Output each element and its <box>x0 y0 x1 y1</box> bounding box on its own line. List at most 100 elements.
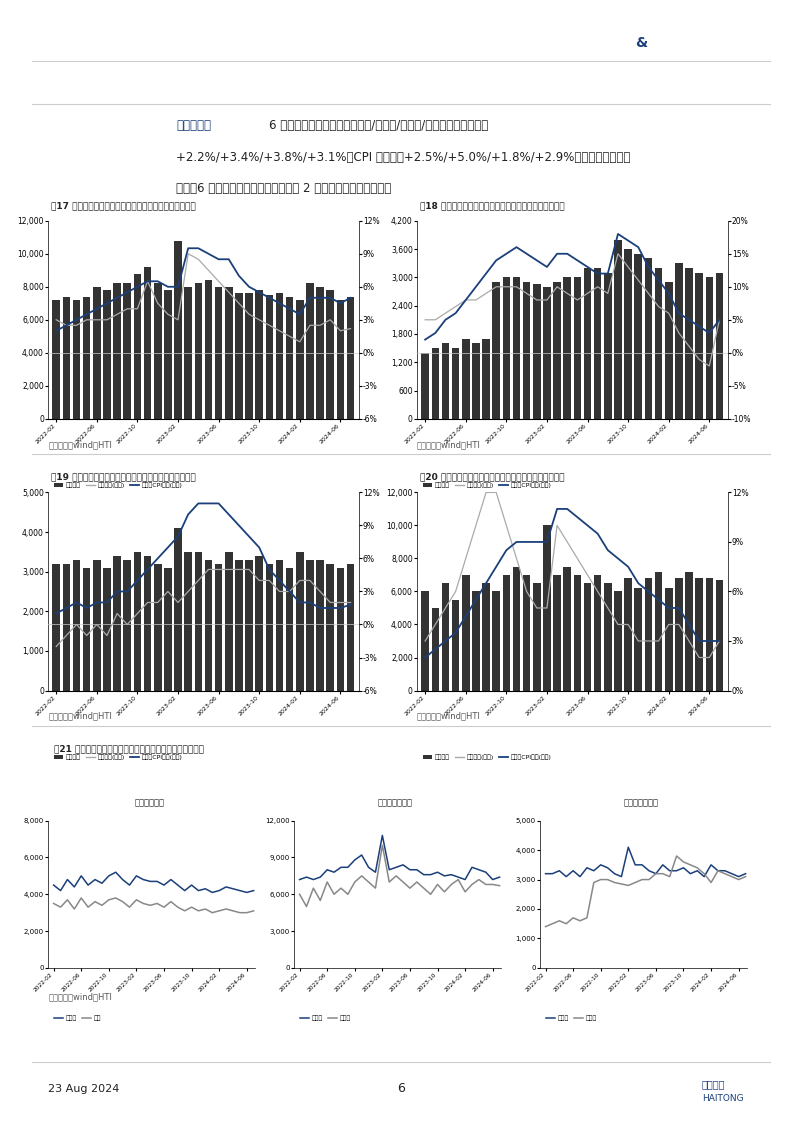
Bar <box>326 290 334 419</box>
Bar <box>286 297 294 419</box>
Bar <box>296 300 304 419</box>
Bar <box>316 286 324 419</box>
Bar <box>695 578 703 691</box>
Bar <box>73 300 80 419</box>
Text: 肉制品及预制菜: 肉制品及预制菜 <box>378 798 413 807</box>
Bar <box>255 556 263 691</box>
Bar <box>645 258 652 419</box>
Text: 软饮料和酒类: 软饮料和酒类 <box>134 798 164 807</box>
Bar <box>326 564 334 691</box>
Bar <box>442 343 449 419</box>
Legend: 平均支出, 支出同比(右轴), 乳制品CPI同比(右轴): 平均支出, 支出同比(右轴), 乳制品CPI同比(右轴) <box>420 480 554 491</box>
Bar <box>52 564 60 691</box>
Legend: 平均支出, 支出同比(右轴), 肉制品CPI同比(右轴): 平均支出, 支出同比(右轴), 肉制品CPI同比(右轴) <box>51 480 185 491</box>
Bar <box>154 283 161 419</box>
Bar <box>265 564 273 691</box>
Bar <box>553 575 561 691</box>
Bar <box>174 529 182 691</box>
Legend: 肉制品, 预制菜: 肉制品, 预制菜 <box>298 1013 354 1023</box>
Bar <box>492 282 500 419</box>
Bar <box>462 575 469 691</box>
Bar <box>584 268 591 419</box>
Bar <box>337 300 344 419</box>
Bar <box>695 273 703 419</box>
Text: 资料来源：wind，HTI: 资料来源：wind，HTI <box>417 440 481 449</box>
Legend: 软饮料, 酒类: 软饮料, 酒类 <box>51 1013 103 1023</box>
Bar <box>624 578 632 691</box>
Bar <box>154 564 161 691</box>
Bar <box>63 564 71 691</box>
Text: 调味品及乳制品: 调味品及乳制品 <box>624 798 658 807</box>
Bar <box>134 552 141 691</box>
Bar <box>164 568 172 691</box>
Bar <box>512 567 520 691</box>
Text: 资料来源：wind，HTI: 资料来源：wind，HTI <box>417 712 481 721</box>
Bar <box>235 560 243 691</box>
Bar <box>103 568 111 691</box>
Legend: 平均支出, 支出同比(右轴), 预制菜CPI同比(右轴): 平均支出, 支出同比(右轴), 预制菜CPI同比(右轴) <box>420 752 554 763</box>
Bar <box>614 240 622 419</box>
Bar <box>306 560 314 691</box>
Bar <box>564 277 571 419</box>
Text: 图17 两人及以上家庭月度肉制品平均支出（日元）及增速: 图17 两人及以上家庭月度肉制品平均支出（日元）及增速 <box>51 201 196 209</box>
Bar <box>346 297 354 419</box>
Bar <box>604 583 612 691</box>
Text: 图19 两人及以上家庭月度调味品平均支出（日元）及增速: 图19 两人及以上家庭月度调味品平均支出（日元）及增速 <box>51 473 196 481</box>
Bar <box>235 293 243 419</box>
Legend: 调味品, 乳制品: 调味品, 乳制品 <box>543 1013 599 1023</box>
Bar <box>685 572 693 691</box>
Text: 6 月日本两人及以上家庭肉制品/乳制品/调味品/预制菜平均支出同比: 6 月日本两人及以上家庭肉制品/乳制品/调味品/预制菜平均支出同比 <box>269 119 488 131</box>
Bar <box>174 241 182 419</box>
Text: 图18 两人及以上家庭月度乳制品平均支出（日元）及增速: 图18 两人及以上家庭月度乳制品平均支出（日元）及增速 <box>420 201 565 209</box>
Bar <box>316 560 324 691</box>
Bar <box>604 273 612 419</box>
Bar <box>614 591 622 691</box>
Bar <box>164 290 172 419</box>
Bar <box>83 568 91 691</box>
Bar <box>503 277 510 419</box>
Bar <box>225 552 233 691</box>
Bar <box>645 578 652 691</box>
Bar <box>503 575 510 691</box>
Bar <box>255 290 263 419</box>
Bar <box>553 282 561 419</box>
Bar <box>195 283 202 419</box>
Text: 资料来源：wind，HTI: 资料来源：wind，HTI <box>48 712 112 721</box>
Bar <box>245 560 253 691</box>
Bar <box>205 560 213 691</box>
Legend: 平均支出, 支出同比(右轴), 调味品CPI同比(右轴): 平均支出, 支出同比(右轴), 调味品CPI同比(右轴) <box>51 752 185 763</box>
Text: 包装食品：: 包装食品： <box>176 119 212 131</box>
Bar <box>265 295 273 419</box>
Bar <box>431 608 439 691</box>
Bar <box>421 591 429 691</box>
Bar <box>113 556 121 691</box>
Bar <box>276 293 283 419</box>
Bar <box>523 282 530 419</box>
Bar <box>706 578 713 691</box>
Bar <box>296 552 304 691</box>
Text: 图21 两人及以上家庭食品饮料各分项月度开支（日元）对比: 图21 两人及以上家庭食品饮料各分项月度开支（日元）对比 <box>54 745 204 753</box>
Bar <box>184 286 192 419</box>
Bar <box>215 564 222 691</box>
Bar <box>634 589 642 691</box>
Bar <box>124 560 131 691</box>
Bar <box>482 583 490 691</box>
Bar <box>715 273 723 419</box>
Text: 6: 6 <box>397 1082 405 1096</box>
Bar <box>573 277 581 419</box>
Bar <box>492 591 500 691</box>
Bar <box>113 283 121 419</box>
Bar <box>654 572 662 691</box>
Bar <box>346 564 354 691</box>
Bar <box>543 525 551 691</box>
Bar <box>93 286 100 419</box>
Bar <box>245 293 253 419</box>
Bar <box>543 286 551 419</box>
Text: 素后，6 月家庭的食品实际开支在经历 2 个月下跌后首次正增长。: 素后，6 月家庭的食品实际开支在经历 2 个月下跌后首次正增长。 <box>176 182 391 195</box>
Bar <box>83 297 91 419</box>
Bar <box>195 552 202 691</box>
Bar <box>276 560 283 691</box>
Bar <box>472 591 480 691</box>
Bar <box>134 274 141 419</box>
Text: 23 Aug 2024: 23 Aug 2024 <box>48 1084 119 1094</box>
